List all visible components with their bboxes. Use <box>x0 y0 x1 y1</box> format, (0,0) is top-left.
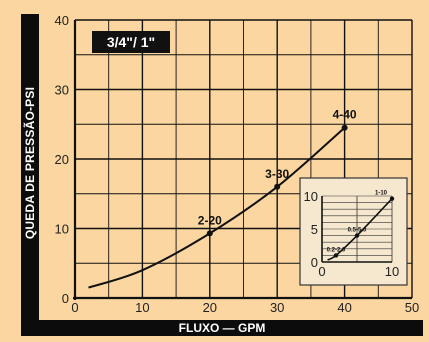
inset-y-tick-label: 5 <box>311 222 318 237</box>
x-tick-label: 0 <box>71 300 78 315</box>
inset-data-point <box>354 233 360 238</box>
pressure-curve <box>88 126 346 289</box>
y-axis-label-bar <box>21 14 39 320</box>
data-point-label: 2-20 <box>198 213 222 227</box>
data-point-label: 4-40 <box>333 108 357 122</box>
inset-data-point <box>333 253 339 258</box>
inset-y-tick-label: 10 <box>304 189 318 204</box>
x-axis-label: FLUXO — GPM <box>178 321 266 335</box>
y-tick-label: 10 <box>55 222 69 237</box>
x-tick-label: 10 <box>135 300 149 315</box>
inset-data-point-label: 1-10 <box>375 191 388 197</box>
y-tick-label: 30 <box>55 83 69 98</box>
inset-data-point-label: 0.2-2.0 <box>327 247 346 253</box>
inset-x-tick-label: 0 <box>318 264 325 279</box>
y-tick-label: 0 <box>62 291 69 306</box>
chart-title: 3/4"/ 1" <box>107 34 155 50</box>
x-tick-label: 50 <box>405 300 419 315</box>
y-tick-label: 20 <box>55 152 69 167</box>
x-tick-label: 40 <box>337 300 351 315</box>
x-axis-label-bar <box>21 320 423 336</box>
x-tick-label: 20 <box>203 300 217 315</box>
data-point <box>341 124 348 131</box>
inset-y-tick-label: 0 <box>311 255 318 270</box>
inset-data-point-label: 0.5-5.0 <box>348 228 367 234</box>
data-point <box>274 183 281 190</box>
inset-x-tick-label: 10 <box>385 264 399 279</box>
data-point-label: 3-30 <box>265 167 289 181</box>
inset-data-point <box>389 196 395 201</box>
data-point <box>206 230 213 237</box>
y-tick-label: 40 <box>55 13 69 28</box>
inset-curve <box>327 198 393 261</box>
title-box <box>92 31 170 53</box>
x-tick-label: 30 <box>270 300 284 315</box>
